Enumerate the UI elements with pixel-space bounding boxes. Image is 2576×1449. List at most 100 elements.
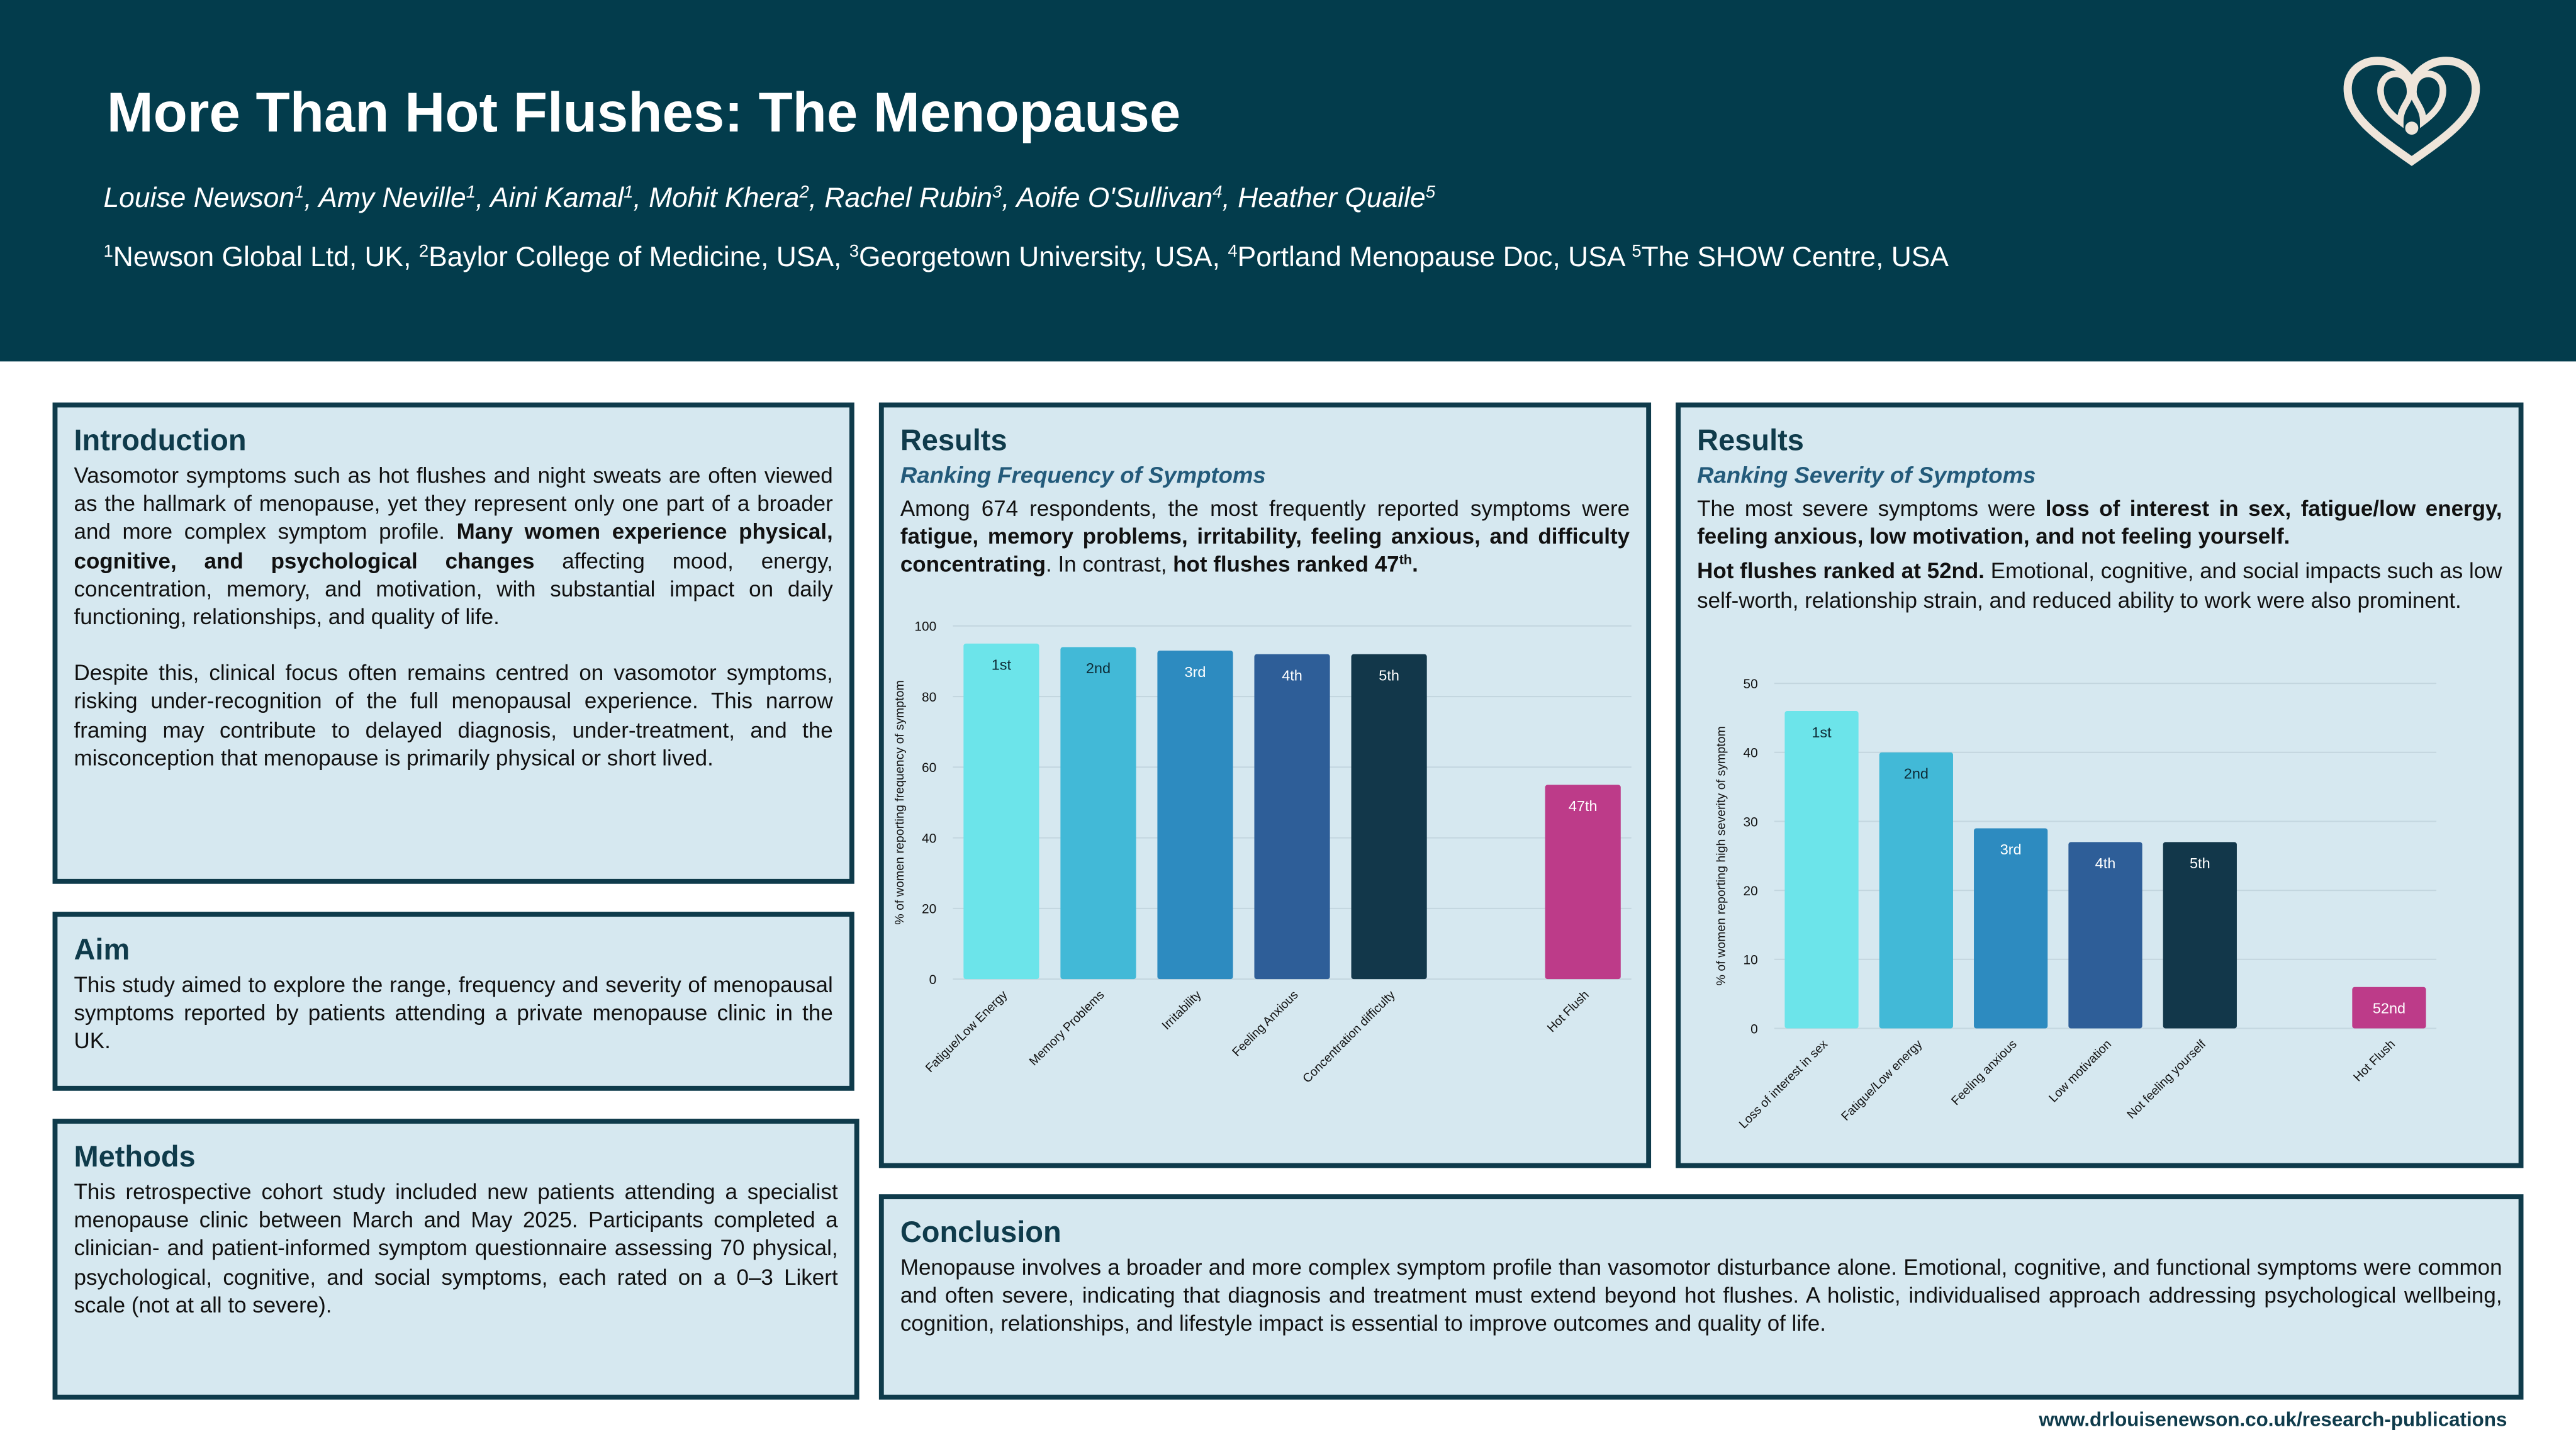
text-run: Baylor College of Medicine, USA, (428, 241, 849, 273)
text-run: Louise Newson (103, 182, 295, 214)
bar-label: 4th (2095, 855, 2116, 871)
superscript: 1 (294, 182, 305, 203)
superscript: 1 (103, 242, 113, 262)
y-tick-label: 80 (922, 690, 936, 705)
superscript: 3 (992, 182, 1002, 203)
paragraph: Among 674 respondents, the most frequent… (900, 495, 1630, 579)
superscript: 3 (849, 242, 860, 262)
affiliations: 1Newson Global Ltd, UK, 2Baylor College … (103, 242, 1949, 274)
x-tick-label: Feeling Anxious (1229, 988, 1301, 1059)
introduction-panel: Introduction Vasomotor symptoms such as … (52, 402, 854, 884)
y-tick-label: 40 (1744, 746, 1758, 761)
superscript: 2 (799, 182, 809, 203)
paragraph: Menopause involves a broader and more co… (900, 1253, 2502, 1338)
bar-label: 1st (1812, 724, 1832, 741)
y-tick-label: 50 (1744, 677, 1758, 691)
superscript: 5 (1425, 182, 1436, 203)
bar (2352, 987, 2426, 1029)
bold-text: fatigue, memory problems, irritability, … (900, 524, 1630, 578)
bar (2068, 842, 2142, 1029)
text-run: This study aimed to explore the range, f… (74, 972, 833, 1054)
bold-text: hot flushes ranked 47 (1173, 552, 1399, 578)
bar-label: 4th (1282, 667, 1302, 683)
frequency-chart: 0 20 40 60 80 100 % of women reporting frequen… (893, 620, 1632, 1086)
bold-text: . (1412, 552, 1418, 578)
text-run: This retrospective cohort study included… (74, 1179, 838, 1318)
body: Among 674 respondents, the most frequent… (900, 495, 1630, 579)
bold-text: loss of interest in sex, fatigue/low ene… (1697, 496, 2502, 549)
bar (1974, 828, 2048, 1029)
text-run: Vasomotor symptoms such as hot flushes a… (74, 463, 833, 545)
text-run: , Aoife O'Sullivan (1002, 182, 1213, 214)
text-run: The most severe symptoms were (1697, 496, 2046, 521)
body: Menopause involves a broader and more co… (900, 1253, 2502, 1338)
body: This retrospective cohort study included… (74, 1178, 837, 1319)
text-run: Portland Menopause Doc, USA (1237, 241, 1632, 273)
bar (963, 643, 1039, 980)
x-tick-label: Fatigue/Low Energy (923, 988, 1011, 1075)
bar (1060, 647, 1136, 980)
bar (1157, 651, 1233, 980)
y-axis-label: % of women reporting frequency of sympto… (893, 680, 907, 924)
bar-label: 5th (1379, 667, 1399, 683)
bar (1545, 785, 1621, 980)
y-tick-label: 10 (1744, 953, 1758, 968)
y-axis-label: % of women reporting high severity of sy… (1715, 726, 1728, 985)
superscript: 5 (1632, 242, 1642, 262)
x-tick-label: Feeling anxious (1949, 1037, 2020, 1108)
y-tick-label: 40 (922, 831, 936, 846)
superscript: th (1399, 551, 1413, 568)
paragraph: Despite this, clinical focus often remai… (74, 659, 832, 773)
paragraph: Hot flushes ranked at 52nd. Emotional, c… (1697, 557, 2502, 614)
bar-label: 3rd (1185, 664, 1206, 680)
paragraph: This retrospective cohort study included… (74, 1178, 837, 1319)
superscript: 2 (418, 242, 429, 262)
x-tick-label: Loss of interest in sex (1737, 1037, 1831, 1131)
superscript: 4 (1228, 242, 1238, 262)
footer-url: www.drlouisenewson.co.uk/research-public… (2039, 1407, 2507, 1431)
x-tick-label: Not feeling yourself (2124, 1037, 2209, 1121)
subheading: Ranking Severity of Symptoms (1697, 461, 2036, 488)
bar (1879, 752, 1953, 1029)
bar-label: 52nd (2373, 1000, 2405, 1016)
bar (1784, 711, 1859, 1029)
paragraph: Vasomotor symptoms such as hot flushes a… (74, 462, 832, 632)
authors: Louise Newson1, Amy Neville1, Aini Kamal… (103, 182, 1435, 215)
y-tick-label: 60 (922, 761, 936, 775)
heading: Results (900, 423, 1007, 457)
title: More Than Hot Flushes: The Menopause (106, 82, 1181, 145)
x-tick-label: Concentration difficulty (1300, 988, 1398, 1086)
bar (1254, 654, 1330, 980)
text-run: . In contrast, (1046, 552, 1173, 578)
text-run: Among 674 respondents, the most frequent… (900, 496, 1630, 521)
x-tick-label: Low motivation (2046, 1038, 2114, 1105)
heading: Aim (74, 933, 130, 966)
bar-label: 3rd (2000, 841, 2022, 858)
severity-chart: 0 10 20 30 40 50 % of women reporting high sev… (1715, 677, 2437, 1131)
text-run: Emotional, cognitive, and social impacts… (1697, 559, 2502, 612)
x-tick-label: Memory Problems (1027, 988, 1107, 1068)
x-tick-label: Irritability (1160, 988, 1204, 1032)
superscript: 1 (466, 182, 476, 203)
text-run: , Amy Neville (304, 182, 466, 214)
heading: Results (1697, 423, 1804, 457)
subheading: Ranking Frequency of Symptoms (900, 461, 1266, 488)
logo (2343, 57, 2480, 166)
bar (1351, 654, 1427, 980)
x-tick-label: Hot Flush (2351, 1038, 2398, 1085)
text-run: , Heather Quaile (1222, 182, 1426, 214)
superscript: 4 (1212, 182, 1223, 203)
bar-label: 1st (992, 657, 1012, 673)
x-tick-label: Fatigue/Low energy (1839, 1037, 1925, 1123)
bar-label: 2nd (1086, 660, 1111, 676)
body: The most severe symptoms were loss of in… (1697, 495, 2502, 614)
body: Vasomotor symptoms such as hot flushes a… (74, 462, 832, 773)
heading: Introduction (74, 423, 247, 457)
y-tick-label: 0 (1750, 1022, 1758, 1036)
y-tick-label: 20 (922, 902, 936, 917)
bar-label: 47th (1569, 798, 1598, 814)
bold-text: Many women experience physical, cognitiv… (74, 520, 833, 573)
text-run: , Mohit Khera (633, 182, 800, 214)
